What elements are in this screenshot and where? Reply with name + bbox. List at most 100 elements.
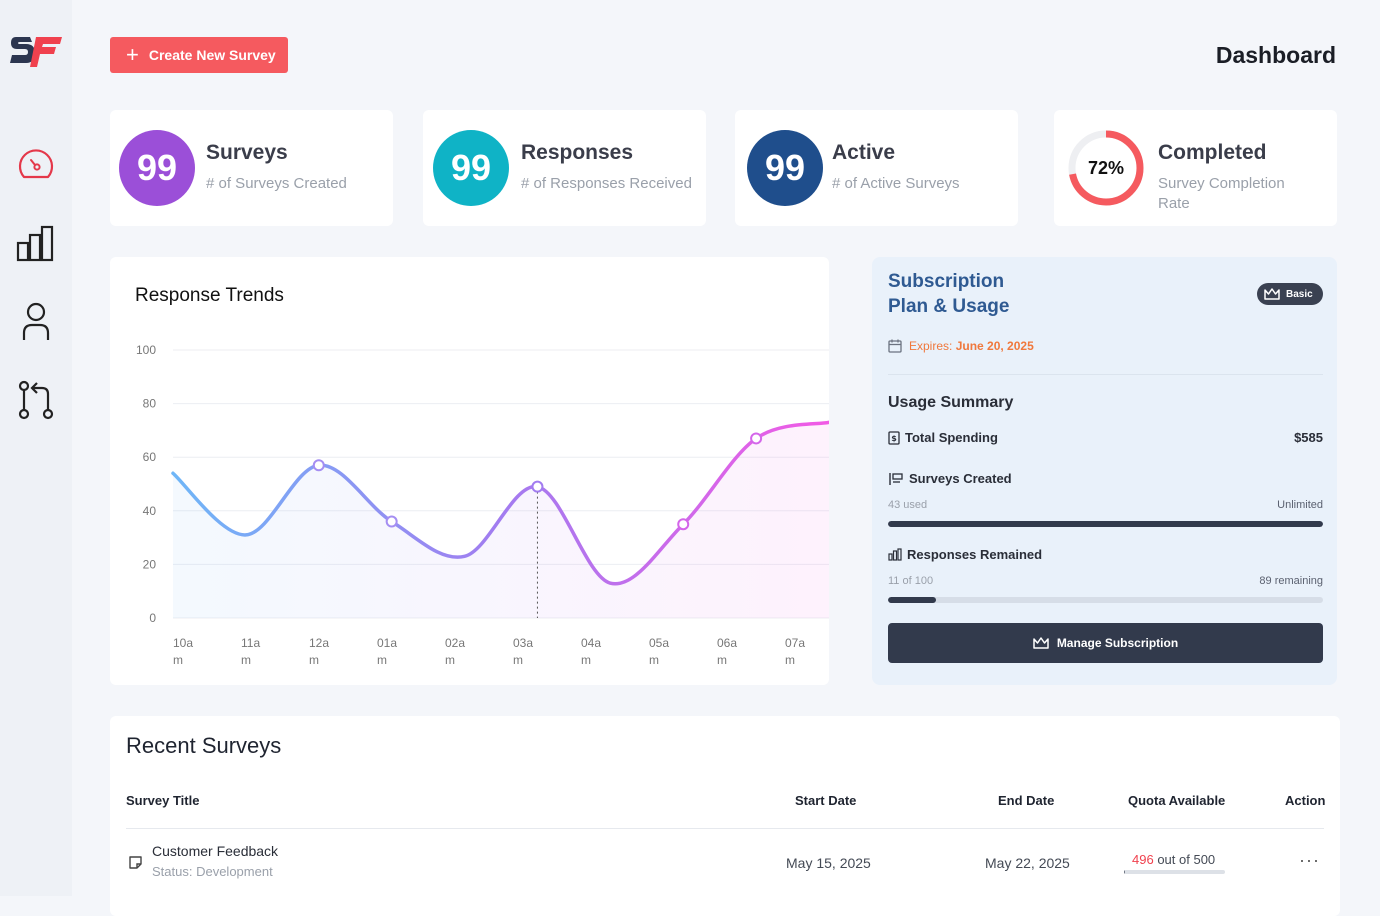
sidebar [0, 0, 72, 896]
x-tick-label: 12a [309, 636, 329, 650]
expires-label: Expires: [909, 339, 953, 353]
x-tick-label: m [309, 653, 319, 667]
x-tick-label: 04a [581, 636, 601, 650]
x-tick-label: m [513, 653, 523, 667]
x-tick-label: 02a [445, 636, 465, 650]
x-tick-label: 05a [649, 636, 669, 650]
total-spending-row: $ Total Spending $585 [888, 430, 1323, 445]
stat-title: Completed [1158, 141, 1267, 164]
column-header-title[interactable]: Survey Title [126, 793, 200, 808]
create-survey-button[interactable]: + Create New Survey [110, 37, 288, 73]
y-tick-label: 100 [136, 343, 156, 357]
quota-used: 496 [1132, 852, 1154, 867]
surveys-limit: Unlimited [1277, 499, 1323, 511]
gauge-icon [18, 149, 54, 179]
surveys-used: 43 used [888, 499, 928, 511]
survey-title[interactable]: Customer Feedback [152, 843, 279, 859]
chart-title: Response Trends [135, 285, 284, 306]
manage-subscription-button[interactable]: Manage Subscription [888, 623, 1323, 663]
more-actions-icon[interactable]: ··· [1299, 850, 1320, 870]
subscription-title: Subscription Plan & Usage [888, 269, 1009, 319]
responses-progress-bar [888, 597, 1323, 603]
column-header-quota[interactable]: Quota Available [1128, 793, 1226, 808]
stat-value: 99 [747, 130, 823, 206]
stat-card-completed[interactable]: 72% Completed Survey Completion Rate [1054, 110, 1337, 226]
x-tick-label: 11a [241, 636, 260, 650]
series-line[interactable] [171, 420, 829, 586]
y-tick-label: 20 [143, 557, 157, 571]
quota-progress-fill [1124, 870, 1125, 874]
x-tick-label: m [649, 653, 659, 667]
manage-subscription-label: Manage Subscription [1056, 636, 1179, 650]
response-trends-chart[interactable]: 0 20 40 60 80 100 10a m 11a m 12a m 01a m 02a m 03a m 04a m… [110, 257, 829, 685]
stat-card-active[interactable]: 99 Active # of Active Surveys [735, 110, 1018, 226]
responses-remained-label: Responses Remained [907, 547, 1043, 562]
x-tick-label: m [173, 653, 183, 667]
sidebar-item-integrations[interactable] [14, 378, 58, 422]
stat-card-responses[interactable]: 99 Responses # of Responses Received [423, 110, 706, 226]
responses-used: 11 of 100 [888, 575, 934, 587]
data-point[interactable] [750, 432, 763, 445]
stat-card-surveys[interactable]: 99 Surveys # of Surveys Created [110, 110, 393, 226]
document-icon [129, 856, 142, 869]
expires-row: Expires: June 20, 2025 [888, 339, 1034, 353]
x-tick-label: 01a [377, 636, 397, 650]
calendar-icon [888, 339, 902, 353]
divider [888, 374, 1323, 375]
main-content: + Create New Survey Dashboard 99 Surveys… [72, 0, 1380, 916]
response-trends-card: Response Trends 0 20 40 60 80 100 10a m 11a m 12a m… [110, 257, 829, 685]
column-header-start[interactable]: Start Date [795, 793, 857, 808]
data-point[interactable] [531, 480, 544, 493]
surveys-created-label: Surveys Created [909, 471, 1012, 486]
sidebar-item-dashboard[interactable] [14, 143, 58, 187]
quota-text: 496 out of 500 [1132, 852, 1215, 867]
responses-remaining: 89 remaining [1259, 575, 1323, 587]
x-tick-label: m [581, 653, 591, 667]
y-tick-label: 0 [149, 611, 156, 625]
data-point[interactable] [677, 518, 690, 531]
surveys-created-meta: 43 used Unlimited [888, 499, 1323, 511]
stat-subtitle: Survey Completion Rate [1158, 175, 1285, 212]
responses-progress-fill [888, 597, 936, 603]
data-point[interactable] [312, 459, 325, 472]
stat-title: Surveys [206, 141, 288, 164]
stat-subtitle: # of Surveys Created [206, 175, 347, 192]
subscription-title-line2: Plan & Usage [888, 296, 1010, 317]
column-header-end[interactable]: End Date [998, 793, 1055, 808]
surveys-progress-bar [888, 521, 1323, 527]
stat-title: Active [832, 141, 896, 164]
app-logo[interactable] [10, 33, 62, 73]
quota-progress-bar [1124, 870, 1225, 874]
plan-badge-label: Basic [1286, 288, 1313, 300]
surveys-progress-fill [888, 521, 1323, 527]
responses-meta: 11 of 100 89 remaining [888, 575, 1323, 587]
x-tick-label: 07a [785, 636, 805, 650]
plus-icon: + [126, 42, 139, 67]
y-tick-label: 80 [143, 397, 157, 411]
x-tick-label: m [377, 653, 387, 667]
table-divider [126, 828, 1324, 829]
git-pull-request-icon [18, 380, 54, 420]
column-header-action: Action [1285, 793, 1326, 808]
usage-summary-title: Usage Summary [888, 394, 1014, 411]
responses-remained-row: Responses Remained [888, 547, 1323, 562]
crown-icon [1033, 637, 1049, 649]
x-tick-label: m [717, 653, 727, 667]
completion-ring [1068, 130, 1144, 206]
plan-badge: Basic [1257, 283, 1323, 305]
x-tick-label: 10a [173, 636, 193, 650]
receipt-icon: $ [888, 430, 900, 445]
completion-percent: 72% [1087, 157, 1125, 178]
sidebar-item-profile[interactable] [14, 300, 58, 344]
total-spending-value: $585 [1294, 430, 1323, 445]
recent-surveys-title: Recent Surveys [126, 733, 282, 758]
survey-status: Status: Development [152, 864, 273, 879]
user-icon [22, 302, 50, 340]
x-tick-label: m [241, 653, 251, 667]
data-point[interactable] [385, 515, 398, 528]
bar-chart-icon [16, 225, 54, 262]
surveys-created-row: Surveys Created [888, 471, 1323, 486]
x-tick-label: 06a [717, 636, 737, 650]
stat-value: 99 [119, 130, 195, 206]
sidebar-item-analytics[interactable] [14, 221, 58, 265]
